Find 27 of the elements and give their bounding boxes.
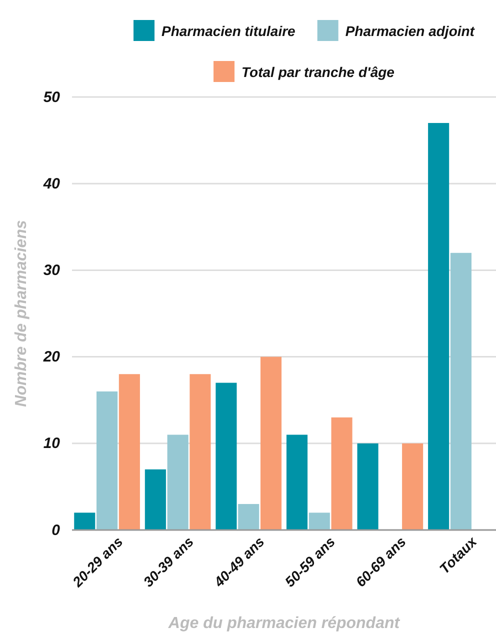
bar: [357, 443, 378, 530]
y-tick-label: 10: [43, 435, 61, 452]
y-axis-title: Nombre de pharmaciens: [13, 220, 30, 407]
y-tick-label: 50: [43, 88, 61, 106]
bar: [260, 356, 282, 530]
bar: [74, 512, 96, 530]
bar: [144, 469, 166, 530]
bar: [450, 252, 472, 530]
legend-label: Pharmacien adjoint: [345, 23, 476, 39]
legend-label: Pharmacien titulaire: [162, 23, 296, 39]
x-axis-title: Age du pharmacien répondant: [167, 615, 400, 632]
bar: [167, 434, 188, 530]
bar: [118, 374, 140, 530]
y-tick-label: 20: [42, 348, 61, 366]
bar: [402, 443, 424, 530]
y-tick-label: 0: [52, 522, 61, 539]
bar: [331, 417, 352, 530]
bar: [238, 504, 260, 530]
bar: [96, 391, 118, 530]
y-tick-label: 30: [43, 262, 61, 279]
y-tick-label: 40: [42, 175, 61, 192]
bar: [190, 374, 211, 530]
bar: [308, 512, 330, 530]
bar: [286, 434, 308, 530]
bar: [216, 382, 237, 530]
legend-label: Total par tranche d'âge: [242, 64, 395, 80]
bar: [428, 122, 450, 530]
